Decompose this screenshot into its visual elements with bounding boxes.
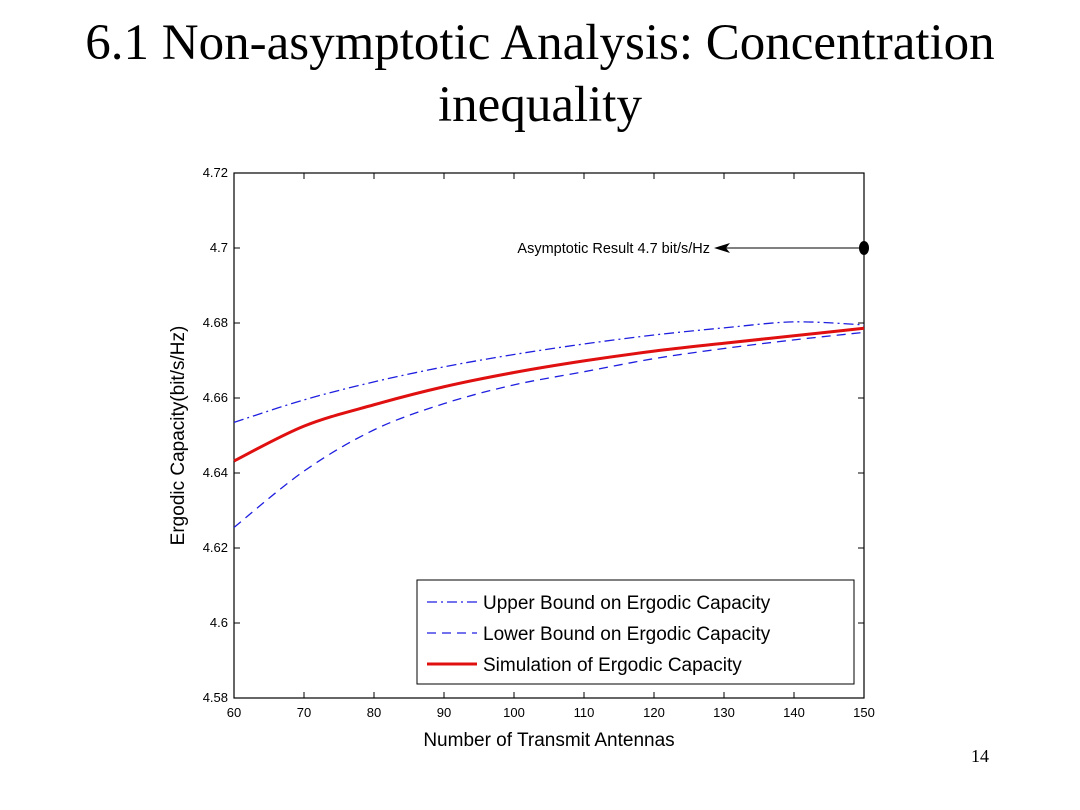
slide-title-line2: inequality xyxy=(438,77,642,133)
series-line-2 xyxy=(233,331,865,528)
y-tick-label: 4.66 xyxy=(203,390,228,405)
y-tick-label: 4.6 xyxy=(210,615,228,630)
legend-label-3: Simulation of Ergodic Capacity xyxy=(483,655,742,676)
y-tick-label: 4.62 xyxy=(203,540,228,555)
y-axis-label: Ergodic Capacity(bit/s/Hz) xyxy=(168,326,189,546)
y-tick-label: 4.64 xyxy=(203,465,228,480)
series-line-3 xyxy=(233,326,865,463)
x-tick-label: 130 xyxy=(713,705,735,720)
y-tick-label: 4.58 xyxy=(203,690,228,705)
x-tick-label: 80 xyxy=(367,705,381,720)
slide-title-line1: 6.1 Non-asymptotic Analysis: Concentrati… xyxy=(85,15,995,71)
x-tick-label: 120 xyxy=(643,705,665,720)
legend-box xyxy=(416,579,855,685)
x-tick-label: 150 xyxy=(853,705,875,720)
y-tick-label: 4.72 xyxy=(203,165,228,180)
x-tick-label: 70 xyxy=(297,705,311,720)
x-tick-label: 140 xyxy=(783,705,805,720)
x-axis-label: Number of Transmit Antennas xyxy=(423,730,674,751)
legend-label-2: Lower Bound on Ergodic Capacity xyxy=(483,624,771,645)
slide-title: 6.1 Non-asymptotic Analysis: Concentrati… xyxy=(20,12,1060,136)
y-tick-label: 4.68 xyxy=(203,315,228,330)
annotation-arrow-head xyxy=(714,243,730,253)
asymptotic-point-marker xyxy=(859,241,869,255)
legend-label-1: Upper Bound on Ergodic Capacity xyxy=(483,593,771,614)
x-tick-label: 100 xyxy=(503,705,525,720)
page-number: 14 xyxy=(971,746,989,766)
annotation-label: Asymptotic Result 4.7 bit/s/Hz xyxy=(517,241,710,257)
x-tick-label: 60 xyxy=(227,705,241,720)
x-tick-label: 110 xyxy=(574,705,595,720)
x-tick-label: 90 xyxy=(437,705,451,720)
y-tick-label: 4.7 xyxy=(210,240,228,255)
series-line-1 xyxy=(233,321,865,423)
